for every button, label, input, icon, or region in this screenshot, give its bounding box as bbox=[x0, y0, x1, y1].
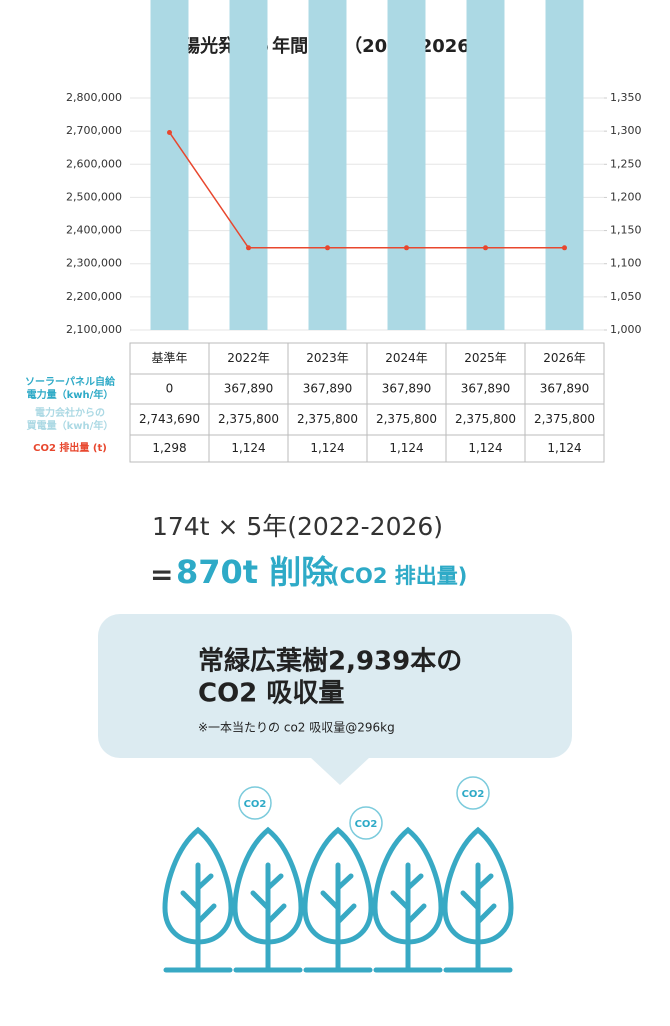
tree-icon bbox=[375, 830, 441, 970]
bubble-footnote: ※一本当たりの co2 吸収量@296kg bbox=[198, 721, 395, 735]
table-cell: 1,124 bbox=[310, 441, 344, 455]
bar-segment bbox=[545, 0, 584, 331]
bar-segment bbox=[229, 0, 268, 331]
bar-segment bbox=[308, 0, 347, 331]
line-point bbox=[483, 245, 488, 251]
table-cell: 1,124 bbox=[231, 441, 265, 455]
y-tick-label: 2,700,000 bbox=[66, 124, 122, 137]
table-cell: 2,375,800 bbox=[218, 412, 279, 426]
table-header: 2026年 bbox=[543, 351, 586, 365]
table-cell: 1,124 bbox=[389, 441, 423, 455]
table-cell: 2,375,800 bbox=[455, 412, 516, 426]
co2-label: CO2 bbox=[355, 819, 378, 830]
bubble-tail bbox=[310, 757, 370, 785]
table-cell: 367,890 bbox=[224, 382, 274, 396]
y-tick-label: 2,200,000 bbox=[66, 290, 122, 303]
co2-circle bbox=[456, 776, 490, 810]
table-cell: 367,890 bbox=[303, 382, 353, 396]
bar-segment bbox=[387, 0, 426, 331]
y-tick-label: 2,800,000 bbox=[66, 91, 122, 104]
series-label: CO2 排出量 (t) bbox=[33, 443, 107, 454]
y-tick-label: 2,600,000 bbox=[66, 157, 122, 170]
tree-icon bbox=[305, 830, 371, 970]
y-tick-label: 2,100,000 bbox=[66, 323, 122, 336]
summary-line: 174t × 5年(2022-2026) bbox=[152, 512, 443, 541]
y-tick-label: 2,400,000 bbox=[66, 224, 122, 237]
table-cell: 367,890 bbox=[540, 382, 590, 396]
line-point bbox=[167, 129, 172, 135]
table-cell: 2,375,800 bbox=[376, 412, 437, 426]
table-header: 基準年 bbox=[151, 350, 187, 365]
y-tick-label: 2,500,000 bbox=[66, 190, 122, 203]
co2-label: CO2 bbox=[244, 799, 267, 810]
table-cell: 2,375,800 bbox=[534, 412, 595, 426]
table-cell: 1,124 bbox=[468, 441, 502, 455]
table-cell: 0 bbox=[166, 382, 174, 396]
line-point bbox=[562, 245, 567, 251]
line-point bbox=[246, 245, 251, 251]
bubble-title: 常緑広葉樹2,939本の bbox=[198, 646, 462, 677]
table-header: 2022年 bbox=[227, 351, 270, 365]
co2-circle bbox=[238, 786, 272, 820]
table-cell: 1,298 bbox=[152, 441, 186, 455]
line-point bbox=[404, 245, 409, 251]
series-label: ソーラーパネル自給 電力量（kwh/年） bbox=[25, 377, 115, 401]
co2-circle bbox=[349, 806, 383, 840]
bar-segment bbox=[150, 0, 189, 330]
y-tick-label: 2,300,000 bbox=[66, 257, 122, 270]
series-label: 電力会社からの 買電量（kwh/年） bbox=[26, 407, 114, 432]
y2-tick-label: 1,100 bbox=[610, 257, 642, 270]
y2-tick-label: 1,050 bbox=[610, 290, 642, 303]
y2-tick-label: 1,150 bbox=[610, 224, 642, 237]
table-cell: 367,890 bbox=[461, 382, 511, 396]
table-header: 2024年 bbox=[385, 351, 428, 365]
y2-tick-label: 1,000 bbox=[610, 323, 642, 336]
summary-equals: = bbox=[150, 558, 173, 591]
tree-icon bbox=[235, 830, 301, 970]
summary-note: (CO2 排出量) bbox=[330, 564, 467, 588]
table-cell: 1,124 bbox=[547, 441, 581, 455]
tree-icon bbox=[445, 830, 511, 970]
y2-tick-label: 1,200 bbox=[610, 190, 642, 203]
line-series bbox=[168, 132, 565, 249]
table-cell: 2,375,800 bbox=[297, 412, 358, 426]
table-header: 2023年 bbox=[306, 351, 349, 365]
summary-highlight: 870t 削除 bbox=[176, 553, 334, 591]
y2-tick-label: 1,350 bbox=[610, 91, 642, 104]
bar-segment bbox=[466, 0, 505, 331]
bubble-title: CO2 吸収量 bbox=[198, 679, 344, 709]
y2-tick-label: 1,300 bbox=[610, 124, 642, 137]
line-point bbox=[325, 245, 330, 251]
tree-icon bbox=[165, 830, 231, 970]
table-cell: 367,890 bbox=[382, 382, 432, 396]
speech-bubble bbox=[98, 614, 572, 758]
table-cell: 2,743,690 bbox=[139, 412, 200, 426]
table-header: 2025年 bbox=[464, 351, 507, 365]
co2-label: CO2 bbox=[462, 789, 485, 800]
y2-tick-label: 1,250 bbox=[610, 157, 642, 170]
